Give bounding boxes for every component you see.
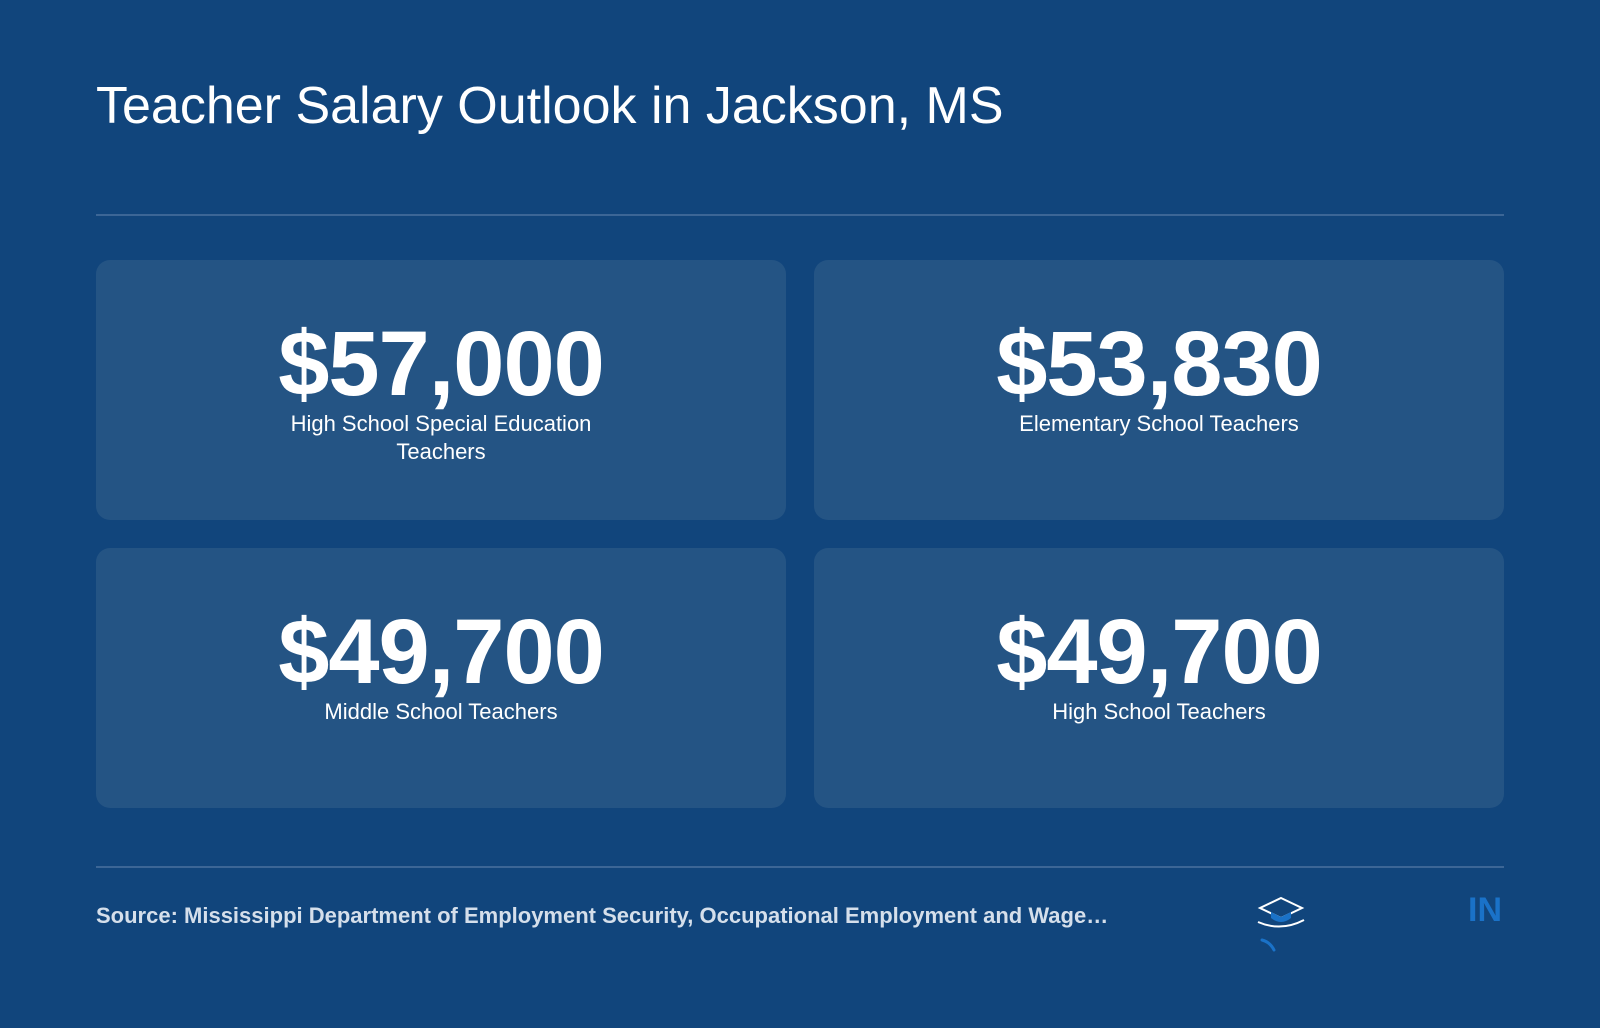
salary-card: $57,000 High School Special Education Te… <box>96 260 786 520</box>
salary-value: $49,700 <box>996 601 1323 703</box>
salary-card: $49,700 High School Teachers <box>814 548 1504 808</box>
salary-value: $57,000 <box>278 313 605 415</box>
salary-label: Elementary School Teachers <box>1019 411 1299 436</box>
graduation-cap-icon <box>1257 896 1305 952</box>
salary-value: $53,830 <box>996 313 1323 415</box>
salary-value: $49,700 <box>278 601 605 703</box>
brand-wordmark: IN <box>1468 891 1502 929</box>
page-title: Teacher Salary Outlook in Jackson, MS <box>96 77 1004 135</box>
salary-label: Middle School Teachers <box>324 699 558 724</box>
salary-card: $49,700 Middle School Teachers <box>96 548 786 808</box>
salary-label: High School Teachers <box>1052 699 1266 724</box>
top-divider <box>96 214 1504 216</box>
salary-card: $53,830 Elementary School Teachers <box>814 260 1504 520</box>
salary-label: High School Special Education Teachers <box>290 411 592 464</box>
bottom-divider <box>96 866 1504 868</box>
source-citation: Source: Mississippi Department of Employ… <box>96 903 1109 928</box>
